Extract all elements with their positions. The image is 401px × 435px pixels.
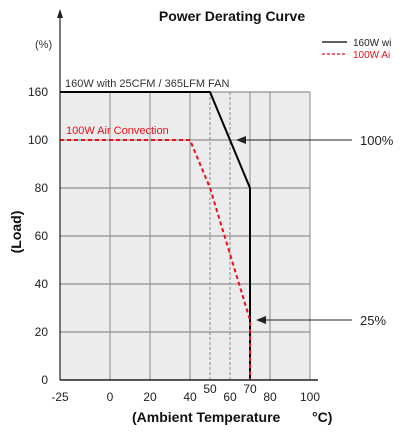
series-label-fan: 160W with 25CFM / 365LFM FAN: [65, 78, 229, 90]
y-tick-label-0: 0: [41, 373, 48, 387]
x-tick-label-50: 50: [203, 382, 217, 396]
y-tick-label-60: 60: [35, 229, 49, 243]
legend-label-0: 160W wi: [353, 38, 391, 49]
x-axis-unit: °C): [312, 409, 332, 425]
annotation-layer: 100% 25%: [236, 133, 394, 328]
series-line-0: [60, 91, 251, 380]
x-tick-label-40: 40: [183, 390, 197, 404]
annotation-arrow-head-icon-1: [256, 316, 266, 324]
annotation-arrow-head-icon-0: [236, 136, 246, 144]
y-tick-label-100: 100: [28, 133, 48, 147]
y-tick-label-20: 20: [35, 325, 49, 339]
y-unit-label: (%): [35, 39, 52, 51]
x-tick-label-20: 20: [143, 390, 157, 404]
x-tick-label-60: 60: [223, 390, 237, 404]
series-label-convection: 100W Air Convection: [66, 125, 169, 137]
y-tick-label-80: 80: [35, 181, 49, 195]
x-tick-label--25: -25: [51, 390, 69, 404]
annotation-label-0: 100%: [360, 133, 394, 148]
series-layer: 160W with 25CFM / 365LFM FAN 100W Air Con…: [59, 78, 251, 381]
x-tick-label-80: 80: [263, 390, 277, 404]
x-axis-label: (Ambient Temperature: [132, 409, 281, 425]
y-axis-label: (Load): [8, 211, 24, 254]
y-axis-arrow-icon: [57, 9, 63, 18]
y-tick-label-40: 40: [35, 277, 49, 291]
x-tick-label-70: 70: [243, 382, 257, 396]
x-tick-label-100: 100: [300, 390, 320, 404]
annotation-label-1: 25%: [360, 313, 386, 328]
y-tick-label-160: 160: [28, 85, 48, 99]
axes-layer: [57, 9, 318, 381]
x-tick-label-0: 0: [107, 390, 114, 404]
chart-title: Power Derating Curve: [159, 8, 305, 24]
legend-label-1: 100W Ai: [353, 50, 390, 61]
